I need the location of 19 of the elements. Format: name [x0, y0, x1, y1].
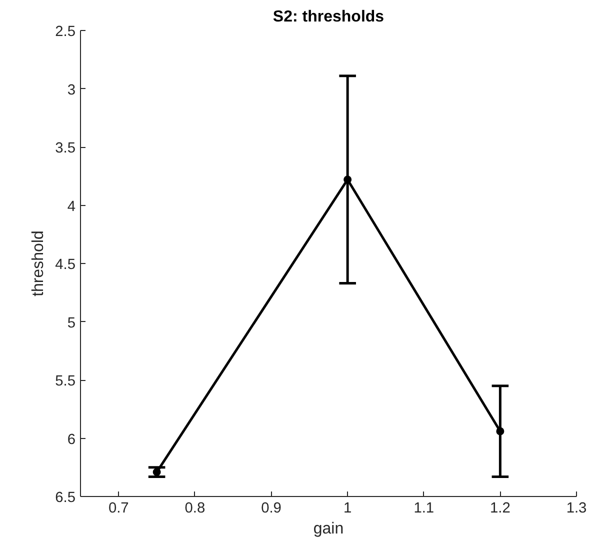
y-axis-title: threshold — [30, 230, 48, 296]
y-tick-label: 3 — [67, 82, 76, 98]
chart-title: S2: thresholds — [272, 8, 384, 26]
y-tick-label: 6.5 — [55, 490, 76, 506]
x-tick-label: 0.7 — [108, 500, 129, 516]
y-tick-label: 4.5 — [55, 257, 76, 273]
x-tick-label: 1.2 — [490, 500, 510, 516]
y-tick-label: 2.5 — [55, 24, 76, 40]
x-axis-title: gain — [313, 520, 344, 538]
x-tick-label: 1.1 — [414, 500, 434, 516]
x-tick-label: 1 — [344, 500, 352, 516]
x-tick-label: 1.3 — [566, 500, 587, 516]
y-tick-label: 4 — [67, 198, 76, 215]
x-tick-label: 0.9 — [261, 500, 282, 516]
x-tick-label: 0.8 — [184, 500, 206, 516]
y-tick-label: 3.5 — [55, 140, 76, 156]
y-tick-label: 6 — [67, 432, 76, 448]
y-tick-label: 5 — [67, 315, 76, 332]
y-tick-label: 5.5 — [55, 374, 76, 390]
